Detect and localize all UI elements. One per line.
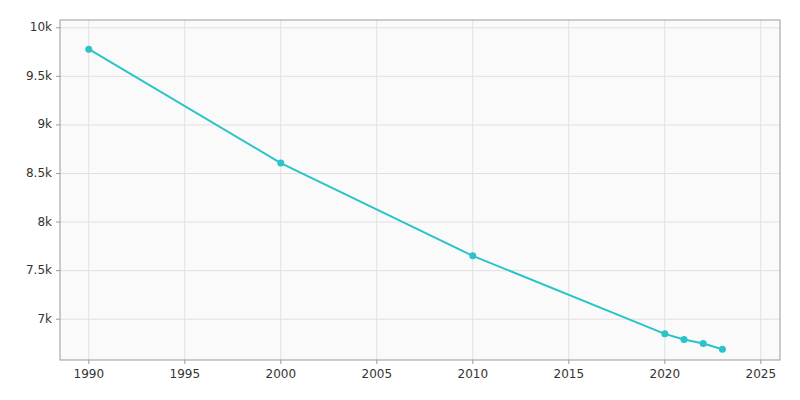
tick-label: 2020 [650,367,681,381]
line [89,49,723,349]
tick-mark [56,27,60,28]
plot-frame [60,20,780,360]
grid-line [88,20,89,360]
tick-label: 8k [37,215,52,229]
tick-label: 1995 [170,367,201,381]
tick-mark [56,76,60,77]
tick-mark [56,124,60,125]
tick-mark [568,360,569,364]
tick-label: 2000 [266,367,297,381]
grid-line [472,20,473,360]
point [681,336,688,343]
point [719,346,726,353]
point [661,330,668,337]
tick-mark [472,360,473,364]
tick-mark [760,360,761,364]
plot-area [60,20,780,360]
grid-line [376,20,377,360]
point [277,160,284,167]
chart: 7k 7.5k 8k 8.5k 9k 9.5k 10k 1990 1995 2000 2005 201… [0,0,800,400]
tick-label: 2010 [458,367,489,381]
grid-line [60,270,780,271]
tick-mark [88,360,89,364]
grid-line [280,20,281,360]
grid-line [184,20,185,360]
grid-line [60,319,780,320]
tick-mark [280,360,281,364]
tick-mark [376,360,377,364]
data-group [85,46,726,353]
tick-label: 7k [37,312,52,326]
grid-line [60,222,780,223]
tick-mark [56,270,60,271]
grid-line [60,76,780,77]
tick-label: 9k [37,117,52,131]
tick-label: 2025 [746,367,777,381]
tick-mark [664,360,665,364]
tick-label: 1990 [74,367,105,381]
grid-line [60,173,780,174]
grid-line [60,124,780,125]
grid-line [568,20,569,360]
tick-label: 2015 [554,367,585,381]
tick-mark [56,222,60,223]
tick-label: 8.5k [26,166,52,180]
tick-label: 10k [30,20,52,34]
tick-label: 9.5k [26,69,52,83]
grid-line [60,27,780,28]
tick-mark [56,319,60,320]
point [469,252,476,259]
tick-label: 2005 [362,367,393,381]
tick-mark [56,173,60,174]
grid-line [760,20,761,360]
point [700,340,707,347]
grid-line [664,20,665,360]
point [85,46,92,53]
tick-label: 7.5k [26,263,52,277]
tick-mark [184,360,185,364]
